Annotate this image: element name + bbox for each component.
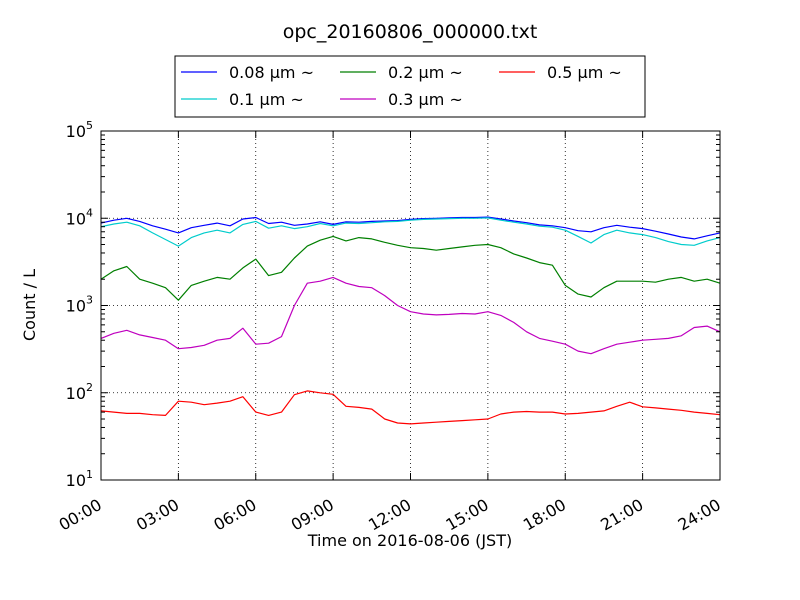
grid-lines xyxy=(101,131,720,480)
series-line-1 xyxy=(100,217,721,247)
legend: 0.08 μm ~ 0.1 μm ~ 0.2 μm ~ 0.3 μm ~ 0.5 μm … xyxy=(174,55,646,118)
x-tick-label: 18:00 xyxy=(520,495,569,535)
series-line-0 xyxy=(100,216,721,240)
y-axis-label: Count / L xyxy=(20,269,39,341)
series-line-3 xyxy=(100,276,721,355)
series-line-4 xyxy=(100,390,721,425)
y-tick-label: 103 xyxy=(66,294,93,316)
series-line-2 xyxy=(100,235,721,301)
y-tick-label: 105 xyxy=(66,119,93,141)
y-tick-label: 101 xyxy=(66,468,93,490)
y-tick-exponent: 4 xyxy=(86,206,93,219)
legend-label-1: 0.1 μm ~ xyxy=(229,90,304,109)
y-tick-label: 104 xyxy=(66,206,93,228)
y-tick-base: 10 xyxy=(66,471,86,490)
legend-label-2: 0.2 μm ~ xyxy=(388,63,463,82)
y-tick-base: 10 xyxy=(66,122,86,141)
y-tick-label: 102 xyxy=(66,381,93,403)
y-tick-exponent: 5 xyxy=(86,119,93,132)
x-tick-label: 00:00 xyxy=(56,495,105,535)
y-tick-base: 10 xyxy=(66,384,86,403)
legend-label-0: 0.08 μm ~ xyxy=(229,63,314,82)
x-tick-labels: 00:00 03:00 06:00 09:00 12:00 15:00 18:00 21:00… xyxy=(56,495,724,535)
y-tick-base: 10 xyxy=(66,297,86,316)
legend-box xyxy=(174,55,646,118)
x-tick-label: 03:00 xyxy=(133,495,182,535)
x-tick-label: 15:00 xyxy=(442,495,491,535)
x-tick-label: 12:00 xyxy=(365,495,414,535)
x-tick-label: 09:00 xyxy=(288,495,337,535)
series-layer xyxy=(100,216,721,425)
x-tick-label: 06:00 xyxy=(210,495,259,535)
x-axis-label: Time on 2016-08-06 (JST) xyxy=(307,531,512,550)
y-tick-exponent: 2 xyxy=(86,381,93,394)
legend-label-4: 0.5 μm ~ xyxy=(547,63,622,82)
x-tick-label: 21:00 xyxy=(597,495,646,535)
legend-label-3: 0.3 μm ~ xyxy=(388,90,463,109)
tick-marks xyxy=(100,130,721,481)
y-tick-exponent: 3 xyxy=(86,294,93,307)
chart-title: opc_20160806_000000.txt xyxy=(283,21,538,43)
y-tick-exponent: 1 xyxy=(86,468,93,481)
x-tick-label: 24:00 xyxy=(675,495,724,535)
y-tick-base: 10 xyxy=(66,209,86,228)
